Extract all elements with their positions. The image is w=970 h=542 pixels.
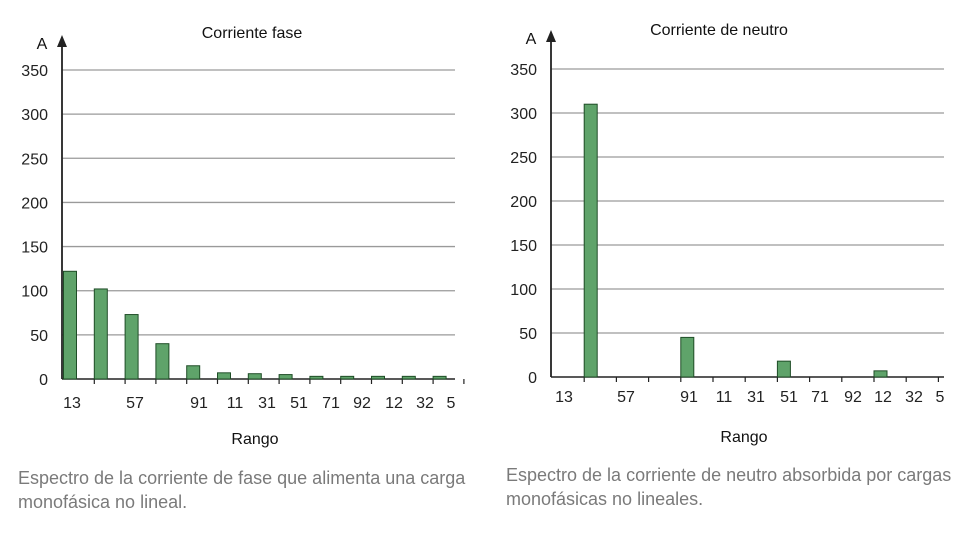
y-tick-label: 200 [21,195,48,212]
x-tick-label: 32 [905,389,923,406]
x-tick-label: 12 [385,395,403,412]
x-tick-label: 57 [126,395,144,412]
x-tick-label: 31 [258,395,276,412]
x-tick-label: 51 [780,389,798,406]
x-tick-label: 5 [936,389,945,406]
y-tick-label: 200 [510,194,537,211]
x-tick-label: 11 [716,389,733,406]
bar [680,336,695,378]
y-axis-arrow [546,30,556,42]
x-tick-label: 92 [353,395,371,412]
chart-title: Corriente de neutro [650,22,788,39]
bar [124,314,139,380]
bar [371,375,385,380]
x-tick-label: 57 [617,389,635,406]
x-tick-label: 91 [190,395,208,412]
x-tick-label: 51 [290,395,308,412]
x-tick-label: 92 [844,389,862,406]
x-tick-label: 32 [416,395,434,412]
y-tick-label: 350 [510,62,537,79]
bar [247,373,262,380]
y-tick-label: 300 [510,106,537,123]
x-tick-label: 91 [680,389,698,406]
x-tick-label: 11 [227,395,244,412]
y-tick-label: 50 [30,328,48,345]
bar [340,375,355,380]
caption-neutral-current: Espectro de la corriente de neutro absor… [506,465,952,509]
x-axis-label: Rango [231,431,278,448]
y-tick-label: 150 [21,240,48,257]
x-tick-label: 71 [322,395,340,412]
y-tick-label: 250 [21,151,48,168]
chart-phase-current: 0 50 100 150 200 250 300 350 13 57 91 11 31 51 71 92 12 3… [21,25,465,448]
bar [583,103,598,378]
y-axis-label: A [37,36,48,53]
bar [401,375,416,380]
x-tick-label: 5 [447,395,456,412]
x-tick-label: 13 [63,395,81,412]
x-tick-label: 12 [874,389,892,406]
bar [63,270,77,380]
y-axis-arrow [57,35,67,47]
y-tick-label: 100 [510,282,537,299]
y-tick-label: 0 [39,372,48,389]
x-tick-label: 13 [555,389,573,406]
bar [309,375,324,380]
y-tick-label: 250 [510,150,537,167]
x-tick-label: 31 [747,389,765,406]
bar [186,365,201,380]
y-tick-label: 350 [21,63,48,80]
y-tick-label: 150 [510,238,537,255]
bar [432,375,447,380]
bar [278,374,293,380]
x-axis-label: Rango [720,429,767,446]
y-axis-label: A [526,31,537,48]
caption-phase-current: Espectro de la corriente de fase que ali… [18,468,466,512]
bar [93,288,108,380]
y-tick-label: 100 [21,284,48,301]
y-tick-label: 0 [528,370,537,387]
chart-neutral-current: 0 50 100 150 200 250 300 350 13 57 91 11 31 51 71 92 12 3… [510,22,970,446]
y-tick-label: 50 [519,326,537,343]
y-tick-label: 300 [21,107,48,124]
bar [155,343,170,380]
bar [873,370,888,378]
chart-title: Corriente fase [202,25,303,42]
bar [217,372,231,380]
bar [776,360,791,378]
x-tick-label: 71 [811,389,829,406]
